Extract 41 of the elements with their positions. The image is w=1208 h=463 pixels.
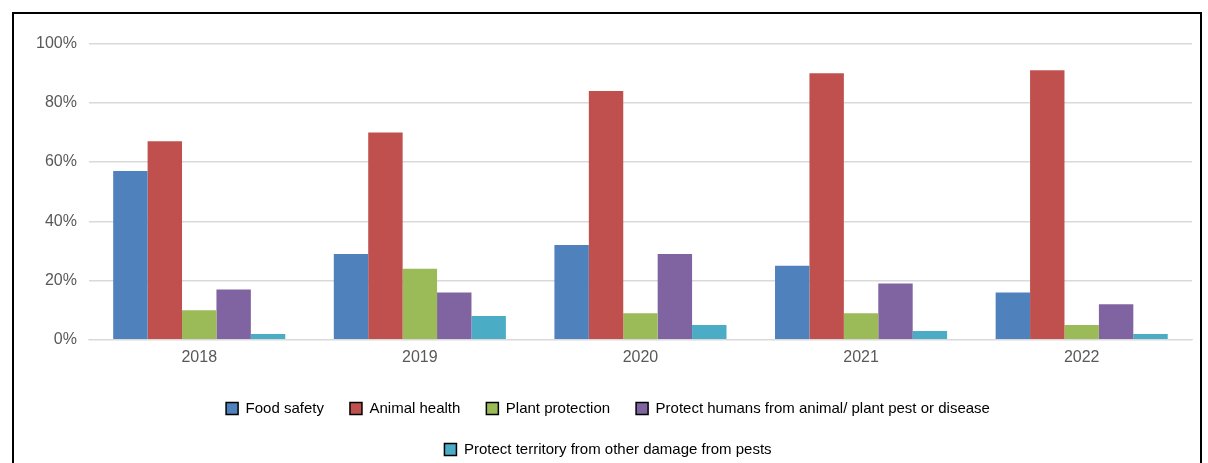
legend-label: Animal health	[369, 398, 461, 416]
legend-label: Food safety	[245, 398, 325, 416]
x-tick-label: 2018	[181, 347, 218, 365]
bar	[333, 253, 369, 340]
bar	[437, 292, 472, 340]
bar	[809, 73, 844, 340]
y-tick-label: 40%	[44, 211, 77, 229]
bar	[250, 333, 286, 340]
x-tick-label: 2021	[843, 347, 879, 365]
y-tick-label: 60%	[44, 152, 77, 170]
bar	[995, 292, 1031, 340]
legend-label: Protect humans from animal/ plant pest or disease	[655, 398, 990, 416]
bar	[368, 132, 403, 340]
legend-label: Plant protection	[505, 398, 611, 416]
bar	[588, 90, 624, 340]
bar	[147, 141, 183, 340]
bar	[471, 316, 506, 340]
bar	[216, 289, 251, 340]
bar	[182, 310, 217, 340]
bar	[113, 170, 148, 340]
x-tick-label: 2019	[402, 347, 438, 365]
legend-label: Protect territory from other damage from pests	[463, 439, 772, 457]
bar	[843, 313, 879, 340]
bar	[1098, 304, 1134, 340]
bar	[775, 265, 810, 340]
bar	[554, 245, 589, 340]
bar	[623, 313, 658, 340]
bar	[878, 283, 913, 340]
y-tick-label: 100%	[36, 34, 77, 52]
bar	[692, 324, 727, 340]
bar	[1133, 333, 1168, 340]
bar	[1030, 70, 1065, 340]
x-tick-label: 2020	[622, 347, 659, 365]
x-tick-label: 2022	[1063, 347, 1100, 365]
bar	[912, 330, 948, 340]
bar	[657, 253, 693, 340]
bar	[1064, 324, 1099, 340]
y-tick-label: 0%	[53, 330, 77, 348]
y-tick-label: 20%	[44, 270, 77, 288]
bar	[402, 268, 438, 340]
y-tick-label: 80%	[44, 93, 77, 111]
